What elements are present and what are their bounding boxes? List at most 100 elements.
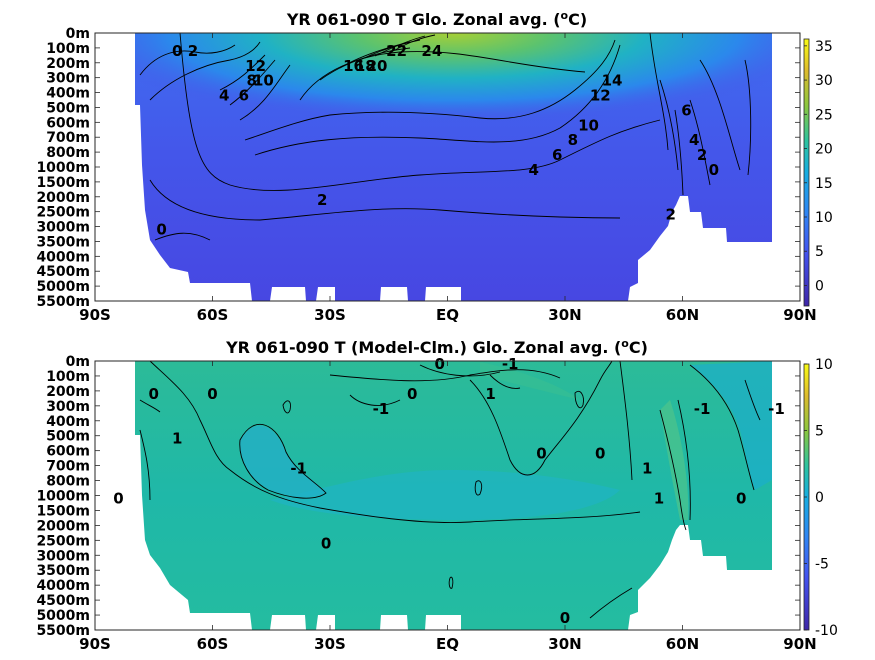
contour-label: 16	[343, 57, 364, 75]
y-tick-label: 500m	[46, 429, 90, 445]
y-tick-label: 3000m	[36, 548, 90, 564]
panel-1-field	[95, 33, 800, 301]
y-tick-label: 0m	[66, 354, 90, 370]
contour-label: 12	[245, 57, 266, 75]
y-tick-label: 600m	[46, 115, 90, 131]
contour-label: 4	[689, 131, 699, 149]
contour-label: 1	[642, 460, 652, 478]
y-tick-label: 3500m	[36, 234, 90, 250]
contour-label: 1	[485, 385, 495, 403]
contour-label: 8	[568, 131, 578, 149]
panel-1-contours	[139, 32, 752, 241]
x-tick-label: 30N	[548, 635, 581, 653]
panel-1-y-axis: 0m100m200m300m400m500m600m700m800m1000m1…	[36, 26, 800, 310]
panel-2-contour-labels: 0 -110 010-10-100 011-1 -100	[113, 355, 785, 627]
y-tick-label: 200m	[46, 56, 90, 72]
contour-label: 8	[246, 72, 256, 90]
land-mask-antarctica-2	[95, 361, 252, 630]
y-tick-label: 4000m	[36, 578, 90, 594]
x-tick-label: 90N	[783, 306, 816, 324]
y-tick-label: 400m	[46, 86, 90, 102]
x-tick-label: 90S	[79, 635, 111, 653]
y-tick-label: 1000m	[36, 489, 90, 505]
colorbar-tick-label: 35	[815, 39, 833, 55]
x-tick-label: 60N	[666, 635, 699, 653]
contour-label: 0	[709, 161, 719, 179]
x-tick-label: EQ	[436, 306, 459, 324]
panel-temperature-anomaly: YR 061-090 T (Model-Clm.) Glo. Zonal avg…	[36, 337, 837, 653]
x-tick-label: 90N	[783, 635, 816, 653]
panel-1-colorbar-ticks: 35 30 25 20 15 10 5 0	[804, 39, 833, 294]
contour-label: -1	[768, 400, 785, 418]
y-tick-label: 2500m	[36, 533, 90, 549]
colorbar-tick-label: 10	[815, 357, 833, 373]
y-tick-label: 700m	[46, 459, 90, 475]
y-tick-label: 5000m	[36, 279, 90, 295]
colorbar-tick-label: 10	[815, 210, 833, 226]
y-tick-label: 1500m	[36, 503, 90, 519]
colorbar-tick-label: -10	[815, 623, 838, 639]
x-tick-label: 30S	[314, 635, 346, 653]
colorbar-tick-label: 0	[815, 278, 824, 294]
colorbar-tick-label: 30	[815, 73, 833, 89]
contour-label: 2	[317, 191, 327, 209]
contour-label: 1	[654, 490, 664, 508]
y-tick-label: 5000m	[36, 608, 90, 624]
anomaly-warm-subtropic	[480, 362, 580, 400]
contour-label: 0	[172, 42, 182, 60]
contour-label: -1	[290, 460, 307, 478]
colorbar-tick-label: 5	[815, 244, 824, 260]
y-tick-label: 0m	[66, 26, 90, 42]
land-mask-arctic	[772, 33, 800, 301]
contour-label: 0	[560, 609, 570, 627]
y-tick-label: 4500m	[36, 593, 90, 609]
panel-2-field	[95, 361, 800, 630]
contour-label: -1	[502, 355, 519, 373]
contour-label: -1	[694, 400, 711, 418]
x-tick-label: 30S	[314, 306, 346, 324]
panel-2-x-axis: 90S 60S 30S EQ 30N 60N 90N	[79, 361, 817, 653]
anomaly-cool-south	[239, 425, 325, 498]
y-tick-label: 5500m	[36, 294, 90, 310]
contour-label: 24	[421, 42, 442, 60]
y-tick-label: 500m	[46, 100, 90, 116]
y-tick-label: 300m	[46, 399, 90, 415]
colorbar-tick-label: 15	[815, 176, 833, 192]
y-tick-label: 3000m	[36, 220, 90, 236]
x-tick-label: 60S	[197, 635, 229, 653]
contour-label: 4	[219, 87, 229, 105]
contour-label: 10	[253, 72, 274, 90]
x-tick-label: 90S	[79, 306, 111, 324]
contour-label: 4	[528, 161, 538, 179]
panel-2-colorbar-ticks: 10 5 0 -5 -10	[804, 357, 838, 639]
y-tick-label: 700m	[46, 130, 90, 146]
panel-2-y-axis: 0m100m200m300m400m500m600m700m800m1000m1…	[36, 354, 800, 639]
panel-2-contours	[139, 360, 761, 619]
y-tick-label: 200m	[46, 384, 90, 400]
contour-label: 14	[602, 72, 623, 90]
y-tick-label: 600m	[46, 444, 90, 460]
anomaly-cool-tropics	[270, 470, 620, 520]
anomaly-warm-north	[660, 400, 689, 520]
panel-1-x-axis: 90S 60S 30S EQ 30N 60N 90N	[79, 33, 817, 324]
contour-label: 2	[697, 146, 707, 164]
y-tick-label: 100m	[46, 369, 90, 385]
panel-1-title: YR 061-090 T Glo. Zonal avg. (oC)	[286, 9, 587, 29]
contour-label: 0	[207, 385, 217, 403]
anomaly-cool-arctic	[690, 361, 772, 490]
panel-temperature: YR 061-090 T Glo. Zonal avg. (oC)	[36, 9, 832, 324]
contour-label: 6	[552, 146, 562, 164]
y-tick-label: 2000m	[36, 518, 90, 534]
contour-label: 0	[156, 221, 166, 239]
contour-label: 2	[188, 42, 198, 60]
y-tick-label: 300m	[46, 71, 90, 87]
y-tick-label: 4500m	[36, 264, 90, 280]
contour-label: 18	[355, 57, 376, 75]
contour-label: 0	[434, 355, 444, 373]
contour-label: 0	[113, 490, 123, 508]
land-mask-antarctica	[95, 33, 252, 301]
colorbar-tick-label: 20	[815, 142, 833, 158]
contour-label: 12	[590, 87, 611, 105]
